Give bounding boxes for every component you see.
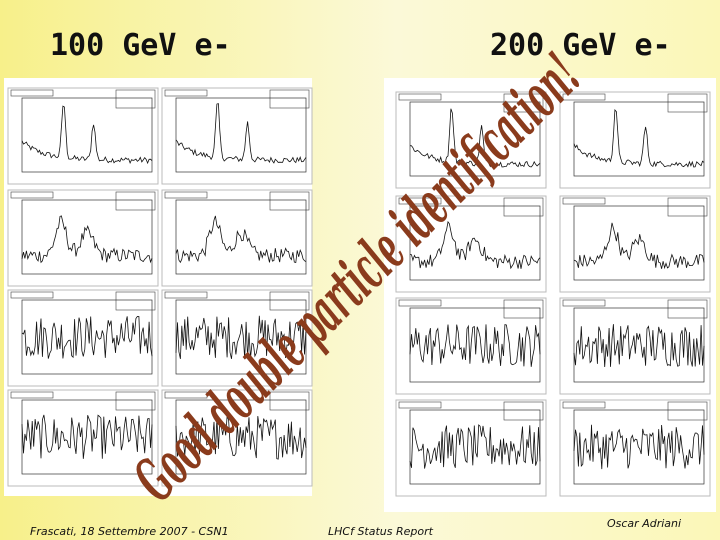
- plot-title-box: [164, 291, 208, 299]
- plot-trace: [573, 109, 705, 168]
- plot-stats-box: [503, 197, 544, 217]
- plot-axes: [175, 299, 307, 375]
- plot-trace: [21, 414, 153, 459]
- footer-right: Oscar Adriani: [607, 517, 681, 530]
- plot-trace: [175, 215, 307, 264]
- plot-stats-box: [667, 197, 708, 217]
- plot-title-box: [562, 299, 606, 307]
- plot-title-box: [164, 191, 208, 199]
- plot-trace: [409, 324, 541, 367]
- plot-trace: [573, 324, 705, 368]
- plot-stats-box: [503, 299, 544, 319]
- plot-title-box: [164, 89, 208, 97]
- plot-axes: [175, 399, 307, 475]
- plot-trace: [175, 103, 307, 164]
- plot-stats-box: [269, 291, 310, 311]
- plot-stats-box: [667, 93, 708, 113]
- plot-trace: [409, 108, 541, 168]
- plot-axes: [409, 205, 541, 281]
- plot-stats-box: [667, 401, 708, 421]
- plot-axes: [21, 399, 153, 475]
- plot-axes: [21, 97, 153, 173]
- footer-left: Frascati, 18 Settembre 2007 - CSN1: [30, 525, 229, 538]
- plot-title-box: [398, 93, 442, 101]
- plot-title-box: [10, 391, 54, 399]
- plot-title-box: [10, 89, 54, 97]
- plot-axes: [175, 199, 307, 275]
- plot-trace: [175, 315, 307, 360]
- plot-axes: [21, 299, 153, 375]
- plot-axes: [175, 97, 307, 173]
- plot-stats-box: [503, 401, 544, 421]
- left-title: 100 GeV e-: [50, 28, 231, 63]
- plot-title-box: [562, 93, 606, 101]
- plot-title-box: [562, 197, 606, 205]
- footer-center: LHCf Status Report: [328, 525, 434, 538]
- plot-axes: [573, 101, 705, 177]
- plot-stats-box: [115, 291, 156, 311]
- plot-stats-box: [115, 191, 156, 211]
- plot-axes: [573, 307, 705, 383]
- plot-stats-box: [269, 191, 310, 211]
- right-title: 200 GeV e-: [490, 28, 671, 63]
- plot-stats-box: [503, 93, 544, 113]
- plot-trace: [409, 424, 541, 469]
- plot-trace: [21, 105, 153, 165]
- plot-title-box: [562, 401, 606, 409]
- plot-title-box: [398, 197, 442, 205]
- plot-axes: [21, 199, 153, 275]
- plot-trace: [409, 220, 541, 270]
- plot-trace: [21, 215, 153, 264]
- plot-title-box: [10, 191, 54, 199]
- plot-title-box: [164, 391, 208, 399]
- plot-trace: [573, 222, 705, 270]
- plot-stats-box: [115, 391, 156, 411]
- plot-axes: [409, 307, 541, 383]
- plot-title-box: [398, 299, 442, 307]
- plot-title-box: [398, 401, 442, 409]
- plot-stats-box: [269, 89, 310, 109]
- plot-axes: [409, 101, 541, 177]
- plot-axes: [409, 409, 541, 485]
- plot-grid: [7, 87, 711, 497]
- plot-title-box: [10, 291, 54, 299]
- plot-stats-box: [269, 391, 310, 411]
- plot-axes: [573, 205, 705, 281]
- plot-trace: [573, 424, 705, 470]
- plot-frame: [559, 399, 711, 497]
- plot-stats-box: [667, 299, 708, 319]
- plot-trace: [175, 416, 307, 460]
- plot-trace: [21, 315, 153, 359]
- plot-stats-box: [115, 89, 156, 109]
